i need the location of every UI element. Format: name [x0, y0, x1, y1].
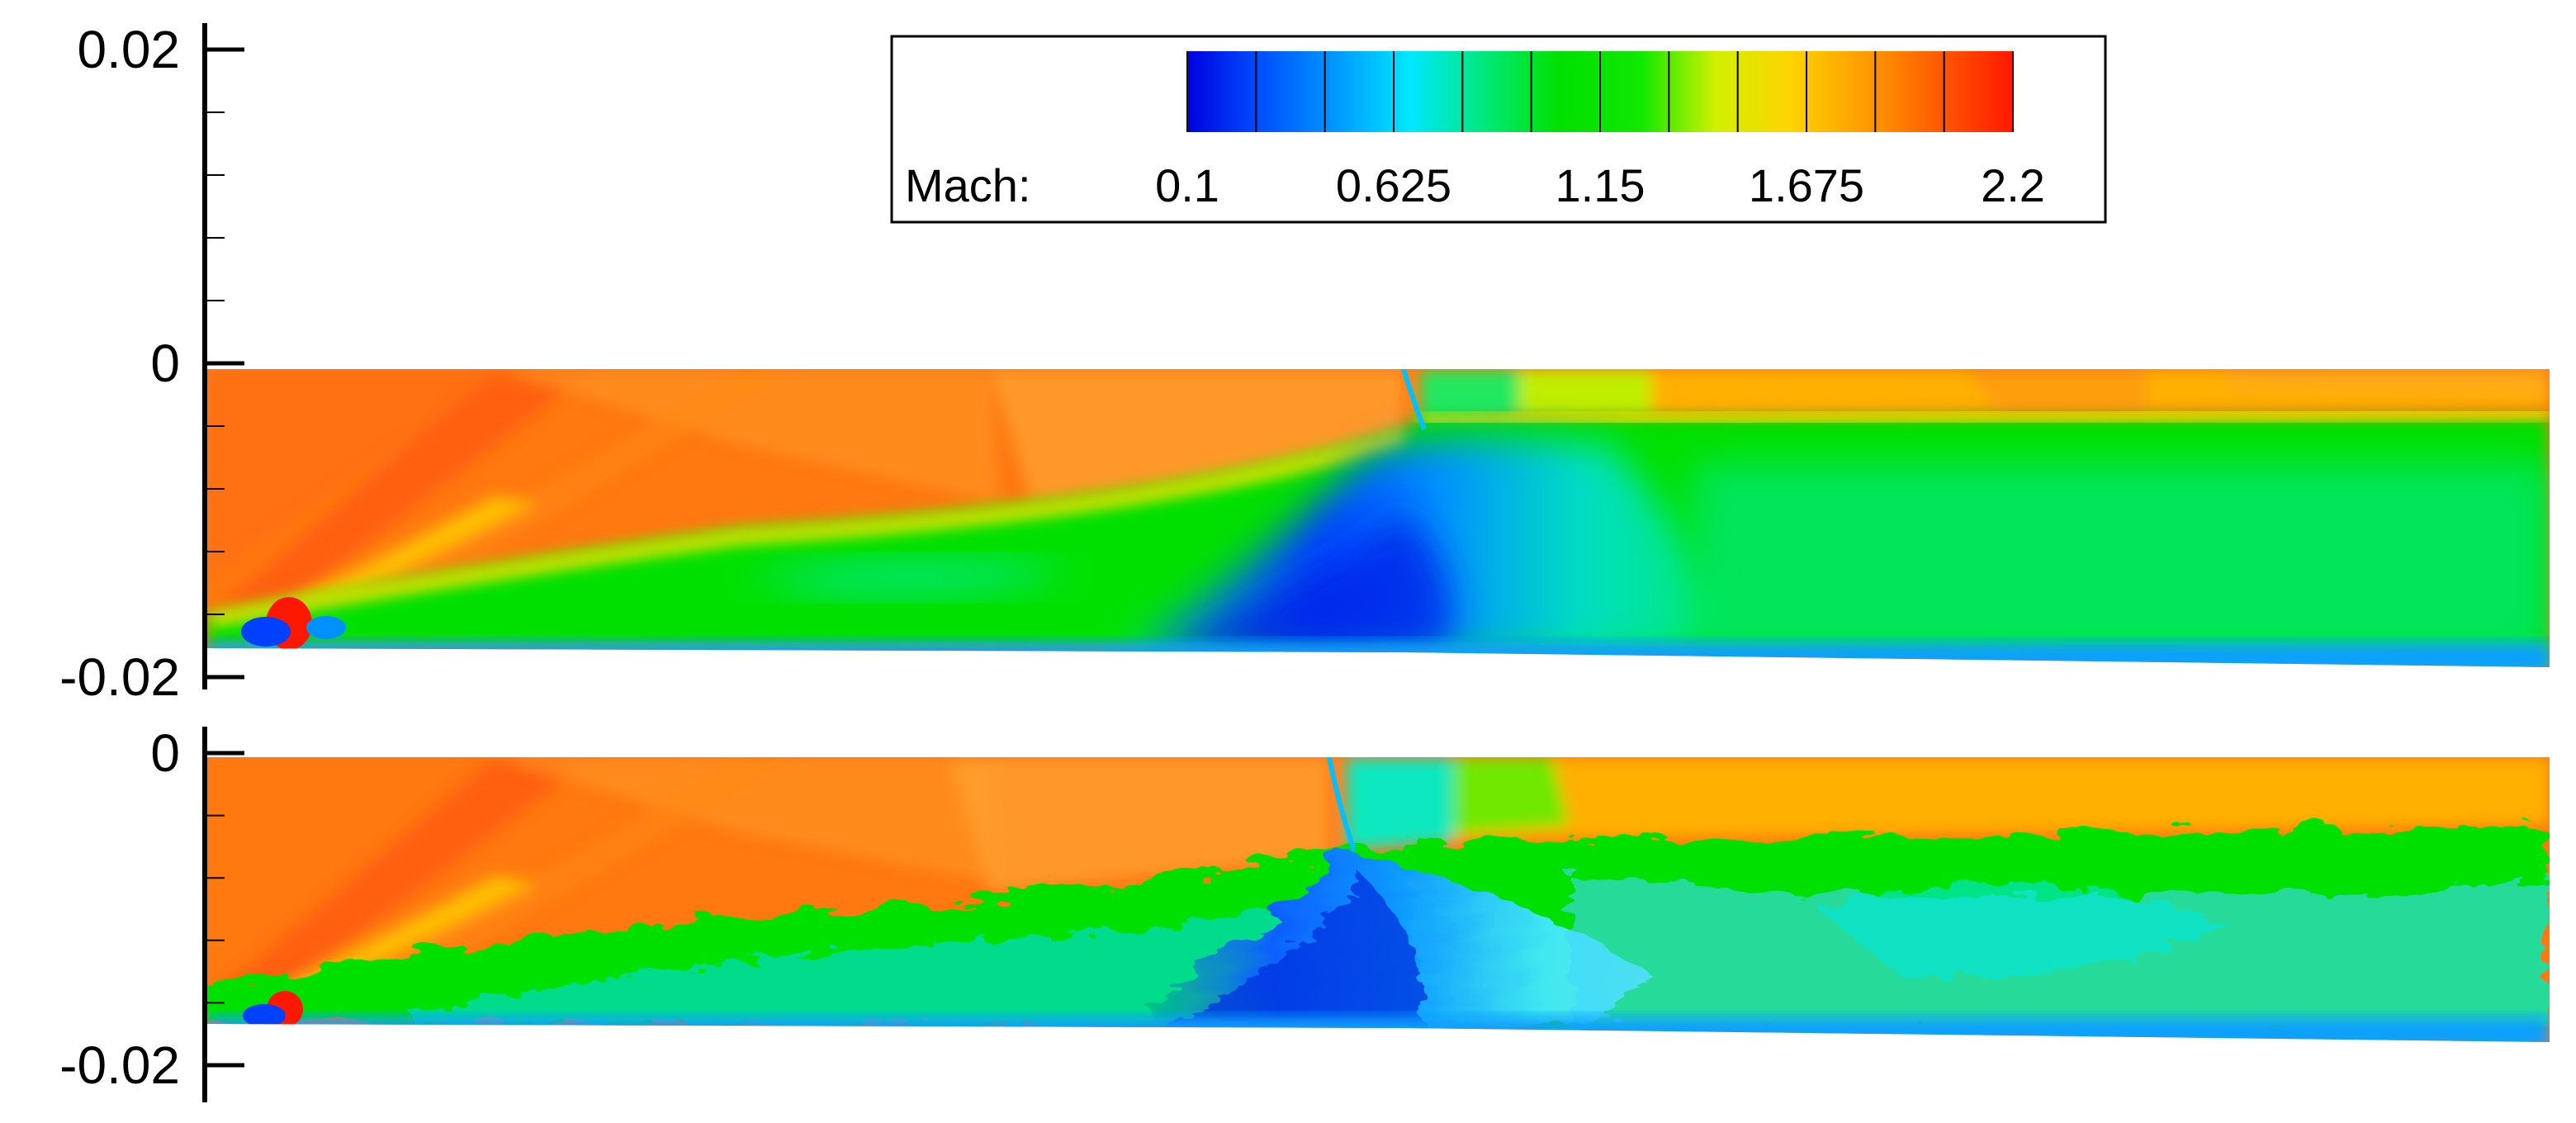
colorbar-tick-label-0: 0.1: [1155, 159, 1219, 211]
colorbar-tick-label-1: 0.625: [1336, 159, 1451, 211]
colorbar-tick-labels: 0.1 0.625 1.15 1.675 2.2: [1155, 159, 2045, 211]
colorbar-tick-label-4: 2.2: [1981, 159, 2045, 211]
colorbar-label: Mach:: [905, 159, 1031, 211]
colorbar-tick-label-2: 1.15: [1556, 159, 1646, 211]
y-axis-minor-ticks: [205, 111, 225, 1004]
y-axis-major-ticks: [205, 47, 244, 1068]
colorbar-legend: Mach: 0.1 0.625 1.15 1.675 2.2: [890, 35, 2107, 224]
lower-contour-panel: [206, 757, 2550, 1042]
y-axis-tick-labels: 0.02 0 -0.02 0 -0.02: [59, 20, 180, 1095]
y-axis: [202, 23, 244, 1102]
y-tick-label-upper-1: 0: [150, 334, 180, 393]
y-tick-label-lower-0: 0: [150, 723, 180, 783]
colorbar-tick-label-3: 1.675: [1749, 159, 1864, 211]
y-tick-label-upper-2: -0.02: [59, 647, 180, 707]
y-tick-label-lower-1: -0.02: [59, 1035, 180, 1095]
colorbar-level-dividers: [1186, 51, 2014, 132]
y-tick-label-upper-0: 0.02: [77, 20, 180, 79]
upper-contour-panel: [206, 369, 2550, 667]
